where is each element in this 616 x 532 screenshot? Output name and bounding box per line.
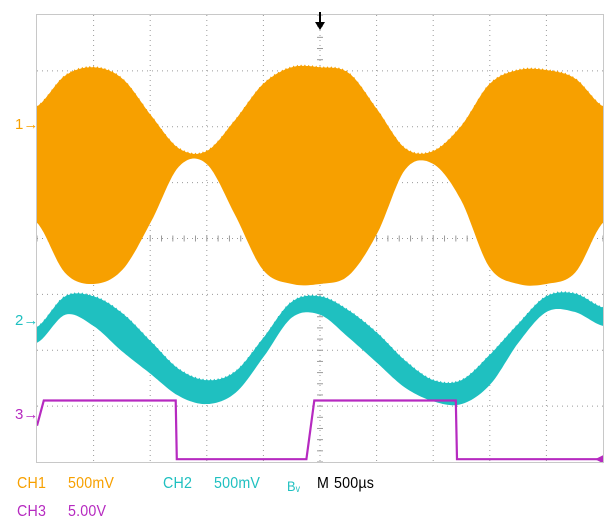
trigger-arrowhead — [315, 22, 325, 30]
ch2-bandwidth-limit-indicator: Bᵥ — [287, 478, 301, 494]
trace-ch3-end-arrow — [595, 455, 603, 464]
trace-ch3 — [35, 399, 603, 464]
ch3-ground-marker: 3→ — [15, 406, 39, 423]
ch3-scale: 5.00V — [68, 503, 107, 520]
ch3-label: CH3 — [17, 503, 47, 520]
trace-ch1-envelope — [36, 65, 604, 286]
timebase-prefix: M — [317, 475, 330, 492]
ch2-scale: 500mV — [214, 475, 261, 492]
trace-ch1-edge — [36, 64, 604, 158]
ch1-ground-marker: 1→ — [15, 116, 39, 133]
trace-ch1 — [36, 64, 604, 286]
timebase-value: 500µs — [334, 475, 375, 492]
trace-ch2-edge — [36, 290, 604, 387]
ch1-label: CH1 — [17, 475, 47, 492]
ch2-ground-marker: 2→ — [15, 312, 39, 329]
trigger-position-marker — [315, 12, 325, 30]
ch1-scale: 500mV — [68, 475, 115, 492]
trace-ch3-line — [35, 399, 603, 461]
ch2-label: CH2 — [163, 475, 193, 492]
